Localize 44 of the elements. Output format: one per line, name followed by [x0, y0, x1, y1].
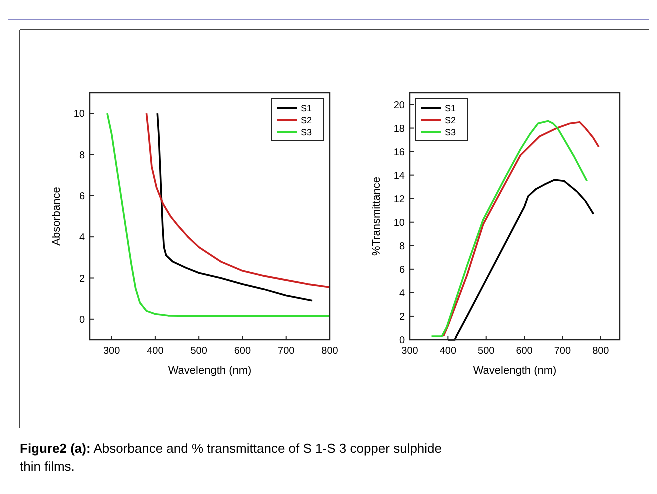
x-tick-label: 300 [402, 346, 419, 357]
x-tick-label: 400 [147, 346, 164, 357]
y-tick-label: 14 [394, 170, 406, 182]
y-tick-label: 2 [79, 274, 86, 285]
y-tick-label: 4 [79, 232, 86, 244]
x-tick-label: 700 [278, 346, 296, 357]
y-tick-label: 10 [74, 109, 86, 120]
legend-label: S1 [445, 104, 456, 114]
line-series [447, 179, 595, 341]
y-axis-title: %Transmittance [371, 176, 383, 256]
y-tick-label: 8 [399, 241, 406, 252]
y-tick-label: 20 [394, 100, 406, 112]
x-tick-label: 800 [322, 346, 339, 357]
x-tick-label: 400 [440, 346, 457, 357]
y-tick-label: 16 [394, 147, 406, 158]
y-tick-label: 4 [399, 288, 406, 300]
legend-label: S1 [301, 104, 312, 114]
y-tick-label: 18 [394, 124, 406, 135]
legend-label: S2 [445, 116, 456, 126]
y-tick-label: 6 [79, 191, 86, 202]
y-tick-label: 10 [394, 218, 406, 229]
line-series [106, 112, 331, 318]
legend-label: S3 [301, 128, 312, 138]
y-axis-title: Absorbance [51, 187, 63, 246]
x-tick-label: 500 [478, 346, 496, 357]
y-tick-label: 8 [79, 150, 86, 162]
x-tick-label: 800 [592, 346, 610, 357]
x-axis-title: Wavelength (nm) [168, 365, 252, 377]
legend-label: S2 [301, 116, 312, 126]
y-tick-label: 2 [399, 312, 406, 323]
line-series [146, 112, 331, 288]
x-tick-label: 600 [516, 346, 534, 357]
text: Figure2 (a): Absorbance and % transmittance of S 1-S 3 copper sulphide thin films. [20, 441, 442, 474]
y-tick-label: 6 [399, 264, 406, 276]
legend-label: S3 [445, 128, 456, 138]
x-tick-label: 300 [103, 346, 121, 357]
x-tick-label: 700 [554, 346, 572, 357]
y-tick-label: 12 [394, 194, 406, 206]
y-tick-label: 0 [79, 314, 86, 326]
x-axis-title: Wavelength (nm) [473, 365, 557, 377]
x-tick-label: 500 [190, 346, 208, 357]
x-tick-label: 600 [234, 346, 252, 357]
line-series [156, 112, 314, 302]
y-tick-label: 0 [399, 336, 406, 346]
